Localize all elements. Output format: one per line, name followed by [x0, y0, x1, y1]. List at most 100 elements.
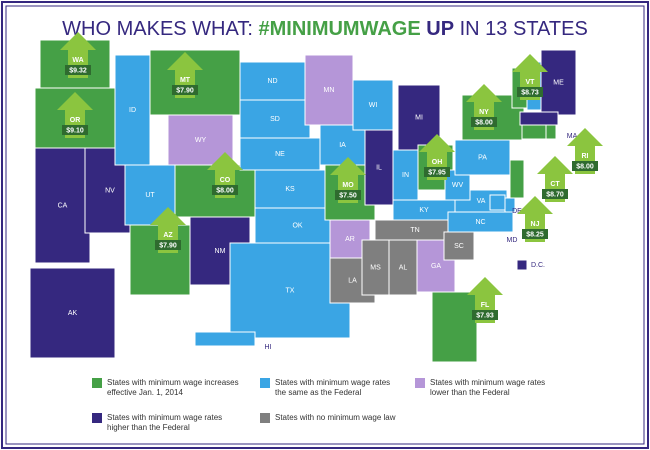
- state-shape: [194, 331, 256, 347]
- state-shape: [489, 194, 506, 211]
- state-label: OR: [70, 117, 81, 124]
- wage-arrow: WA $9.32: [60, 32, 96, 78]
- state-label: NC: [475, 219, 485, 226]
- legend-label: higher than the Federal: [107, 423, 190, 432]
- wage-label: $7.90: [176, 87, 194, 94]
- wage-box: [517, 87, 543, 97]
- wage-box: [212, 185, 238, 195]
- state-label: NJ: [531, 221, 540, 228]
- state-label: CA: [58, 202, 68, 209]
- wage-label: $8.25: [526, 231, 544, 238]
- state-label: MN: [324, 87, 335, 94]
- state-shape: [519, 111, 559, 126]
- state-label: AR: [345, 236, 355, 243]
- title-part: IN 13 STATES: [460, 18, 588, 40]
- state-label: AZ: [163, 232, 173, 239]
- wage-arrow: MT $7.90: [167, 52, 203, 98]
- wage-box: [65, 65, 91, 75]
- state-label: MI: [415, 114, 423, 121]
- wage-box: [572, 161, 598, 171]
- wage-arrow: VT $8.73: [512, 54, 548, 100]
- wage-label: $7.50: [339, 192, 357, 199]
- legend-label: States with minimum wage rates: [430, 378, 545, 387]
- state-label: TX: [286, 287, 295, 294]
- state-shape: [364, 129, 394, 206]
- state-label: KS: [285, 186, 295, 193]
- state-shape: [361, 239, 390, 296]
- wage-arrow: OH $7.95: [419, 134, 455, 180]
- state-label: PA: [478, 154, 487, 161]
- state-label: AK: [68, 310, 78, 317]
- inner-frame: [5, 5, 645, 445]
- state-label: ME: [553, 79, 564, 86]
- state-shape: [352, 79, 394, 131]
- legend-label: the same as the Federal: [275, 388, 361, 397]
- wage-label: $8.00: [216, 187, 234, 194]
- state-shape: [329, 219, 371, 259]
- legend-label: lower than the Federal: [430, 388, 510, 397]
- legend-swatch: [415, 378, 425, 388]
- wage-arrow: OR $9.10: [57, 92, 93, 138]
- state-label: OK: [292, 222, 302, 229]
- state-label: VA: [477, 198, 486, 205]
- wage-box: [62, 125, 88, 135]
- legend-label: States with minimum wage rates: [107, 413, 222, 422]
- state-label: HI: [265, 344, 272, 351]
- state-shape: [545, 124, 557, 140]
- state-label: MA: [567, 133, 578, 140]
- wage-label: $7.93: [476, 312, 494, 319]
- wage-arrow: AZ $7.90: [150, 207, 186, 253]
- state-label: D.C.: [531, 262, 545, 269]
- state-label: DE: [512, 208, 522, 215]
- state-shape: [521, 124, 547, 140]
- wage-arrow: CO $8.00: [207, 152, 243, 198]
- state-label: AL: [399, 264, 408, 271]
- state-label: WA: [72, 57, 83, 64]
- wage-label: $7.95: [428, 169, 446, 176]
- state-shape: [34, 147, 91, 264]
- state-label: MS: [370, 264, 381, 271]
- state-label: ID: [129, 107, 136, 114]
- wage-label: $8.00: [475, 119, 493, 126]
- state-shape: [443, 231, 475, 261]
- wage-label: $8.73: [521, 89, 539, 96]
- legend-label: States with minimum wage increases: [107, 378, 239, 387]
- state-label: IA: [339, 142, 346, 149]
- wage-arrow: MO $7.50: [330, 157, 366, 203]
- wage-arrow: RI $8.00: [567, 128, 603, 174]
- wage-box: [542, 189, 568, 199]
- state-label: MO: [342, 182, 354, 189]
- state-label: NY: [479, 109, 489, 116]
- state-label: KY: [419, 207, 429, 214]
- state-label: ND: [267, 78, 277, 85]
- wage-box: [471, 117, 497, 127]
- wage-label: $8.00: [576, 163, 594, 170]
- state-label: WV: [452, 182, 464, 189]
- state-label: TN: [410, 227, 419, 234]
- state-label: IL: [376, 164, 382, 171]
- wage-box: [335, 190, 361, 200]
- state-label: WI: [369, 102, 378, 109]
- wage-arrow: NJ $8.25: [517, 196, 553, 242]
- state-label: SD: [270, 116, 280, 123]
- state-label: UT: [145, 192, 155, 199]
- legend: States with minimum wage increaseseffect…: [92, 378, 545, 432]
- legend-swatch: [260, 413, 270, 423]
- title-part: WHO MAKES WHAT:: [62, 18, 253, 40]
- wage-box: [472, 310, 498, 320]
- title-part: UP: [426, 18, 454, 40]
- state-shape: [454, 139, 511, 176]
- wage-arrow: CT $8.70: [537, 156, 573, 202]
- state-shape: [29, 267, 116, 359]
- wage-label: $8.70: [546, 191, 564, 198]
- wage-arrow: FL $7.93: [467, 277, 503, 323]
- state-shape: [392, 149, 419, 201]
- title: WHO MAKES WHAT: #MINIMUMWAGE UP IN 13 ST…: [62, 18, 588, 40]
- legend-label: States with minimum wage rates: [275, 378, 390, 387]
- legend-swatch: [92, 413, 102, 423]
- wage-box: [522, 229, 548, 239]
- legend-swatch: [260, 378, 270, 388]
- state-shape: [509, 159, 525, 199]
- state-label: WY: [195, 137, 207, 144]
